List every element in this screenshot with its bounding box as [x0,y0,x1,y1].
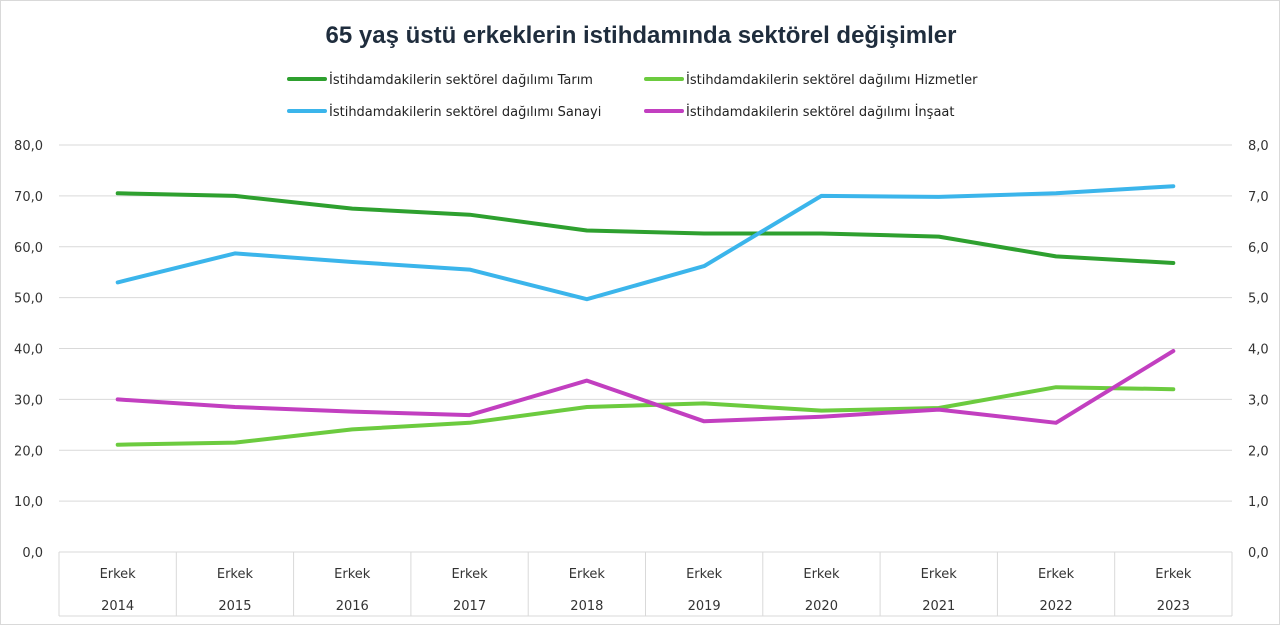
category-year-label: 2016 [336,599,369,614]
right-tick-label: 7,0 [1248,190,1269,205]
category-group-label: Erkek [686,567,723,582]
category-group-label: Erkek [569,567,606,582]
category-group-label: Erkek [1155,567,1192,582]
category-group-label: Erkek [451,567,488,582]
series-line-2 [115,385,1176,447]
category-axis: Erkek 2014 Erkek 2015 Erkek 2016 Erkek 2017 Erke… [58,551,1233,617]
left-tick-label: 20,0 [14,444,43,459]
category-group-label: Erkek [1038,567,1075,582]
category-group-label: Erkek [921,567,958,582]
series-lines [115,184,1176,447]
left-tick-label: 30,0 [14,393,43,408]
left-tick-label: 80,0 [14,139,43,154]
category-year-label: 2018 [570,599,603,614]
left-tick-label: 70,0 [14,190,43,205]
legend-label: İstihdamdakilerin sektörel dağılımı Sana… [329,104,601,120]
legend-label: İstihdamdakilerin sektörel dağılımı Tarı… [329,72,593,88]
right-tick-label: 8,0 [1248,139,1269,154]
chart-title: 65 yaş üstü erkeklerin istihdamında sekt… [326,22,957,49]
category-group-label: Erkek [100,567,137,582]
legend-label: İstihdamdakilerin sektörel dağılımı Hizm… [686,72,978,88]
left-tick-label: 50,0 [14,292,43,307]
right-tick-label: 6,0 [1248,241,1269,256]
category-year-label: 2014 [101,599,134,614]
series-line-4 [115,349,1176,425]
legend: İstihdamdakilerin sektörel dağılımı Tarı… [287,72,978,120]
series-line-3 [115,184,1176,302]
left-tick-label: 10,0 [14,495,43,510]
category-year-label: 2021 [922,599,955,614]
right-tick-label: 2,0 [1248,444,1269,459]
category-year-label: 2015 [218,599,251,614]
left-tick-label: 60,0 [14,241,43,256]
gridlines [59,144,1232,502]
left-axis-ticks: 0,0 10,0 20,0 30,0 40,0 50,0 60,0 70,0 80,0 [14,139,43,561]
left-tick-label: 0,0 [22,546,43,561]
category-group-label: Erkek [803,567,840,582]
category-year-label: 2017 [453,599,486,614]
series-line-1 [115,191,1176,265]
right-tick-label: 3,0 [1248,393,1269,408]
category-year-label: 2022 [1040,599,1073,614]
category-year-label: 2020 [805,599,838,614]
category-group-label: Erkek [217,567,254,582]
right-tick-label: 5,0 [1248,292,1269,307]
left-tick-label: 40,0 [14,343,43,358]
right-tick-label: 4,0 [1248,343,1269,358]
right-tick-label: 0,0 [1248,546,1269,561]
right-tick-label: 1,0 [1248,495,1269,510]
right-axis-ticks: 0,0 1,0 2,0 3,0 4,0 5,0 6,0 7,0 8,0 [1248,139,1269,561]
legend-label: İstihdamdakilerin sektörel dağılımı İnşa… [686,104,954,120]
category-group-label: Erkek [334,567,371,582]
category-year-label: 2023 [1157,599,1190,614]
category-year-label: 2019 [688,599,721,614]
